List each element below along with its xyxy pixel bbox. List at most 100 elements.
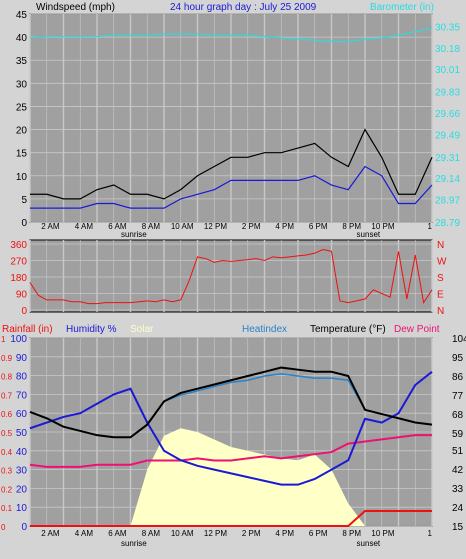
x-tick-label: 6 AM (108, 529, 127, 538)
wind-y-tick: 25 (16, 102, 28, 113)
x-tick-label: 12 PM (204, 529, 227, 538)
wind-direction-line (29, 248, 433, 305)
sunrise-label: sunrise (121, 539, 147, 548)
sunrise-label: sunrise (121, 230, 147, 239)
chart-title: 24 hour graph day : July 25 2009 (170, 2, 317, 13)
direction-y-tick: 360 (10, 240, 27, 251)
legend-temperature: Temperature (°F) (310, 324, 386, 335)
x-tick-label: 1 (428, 222, 433, 231)
windspeed-axis-label: Windspeed (mph) (36, 2, 115, 13)
humidity-y-tick: 30 (16, 466, 28, 477)
humidity-line (29, 371, 433, 486)
x-tick-label: 4 PM (275, 529, 294, 538)
temperature-y-tick: 59 (452, 429, 464, 440)
humidity-y-tick: 0 (21, 522, 27, 533)
x-tick-label: 10 PM (371, 529, 394, 538)
x-tick-label: 4 AM (75, 222, 94, 231)
wind-y-tick: 30 (16, 79, 28, 90)
barometer-y-tick: 30.01 (435, 65, 460, 76)
temperature-y-tick: 42 (452, 465, 464, 476)
barometer-y-tick: 30.35 (435, 23, 460, 34)
rainfall-y-tick: 0.5 (1, 429, 13, 438)
x-tick-label: 1 (428, 529, 433, 538)
compass-tick: S (437, 273, 444, 284)
humidity-y-tick: 80 (16, 372, 28, 383)
wind-y-tick: 35 (16, 56, 28, 67)
temperature-y-tick: 33 (452, 484, 464, 495)
temperature-x-axis-ticks: 2 AM 4 AM 6 AM 8 AM 10 AM 12 PM 2 PM 4 PM 6 PM 8 … (41, 529, 432, 548)
temperature-y-tick: 68 (452, 410, 464, 421)
wind-y-tick: 0 (21, 218, 27, 229)
barometer-y-axis-ticks: 28.79 28.97 29.14 29.31 29.49 29.66 29.83 30.01… (435, 23, 460, 229)
wind-y-tick: 15 (16, 149, 28, 160)
direction-y-tick: 270 (10, 257, 27, 268)
sunset-label: sunset (357, 230, 381, 239)
temperature-series (29, 366, 433, 527)
barometer-y-tick: 29.31 (435, 153, 460, 164)
rainfall-y-tick: 0.8 (1, 373, 13, 382)
x-tick-label: 2 PM (242, 529, 261, 538)
barometer-y-tick: 30.18 (435, 44, 460, 55)
wind-y-tick: 20 (16, 126, 28, 137)
legend-solar: Solar (130, 324, 154, 335)
x-tick-label: 8 PM (342, 222, 361, 231)
temperature-y-tick: 86 (452, 372, 464, 383)
x-tick-label: 6 PM (309, 222, 328, 231)
wind-average-line (30, 165, 433, 209)
x-tick-label: 10 AM (171, 222, 194, 231)
direction-series (29, 248, 433, 305)
x-tick-label: 8 PM (342, 529, 361, 538)
solar-area (30, 428, 432, 526)
wind-y-tick: 40 (16, 33, 28, 44)
barometer-y-tick: 29.66 (435, 109, 460, 120)
rainfall-line (30, 509, 432, 527)
rainfall-y-tick: 1 (1, 335, 6, 344)
wind-series (29, 27, 433, 209)
x-tick-label: 10 PM (371, 222, 394, 231)
temperature-y-tick: 15 (452, 522, 464, 533)
rainfall-y-tick: 0.6 (1, 410, 13, 419)
compass-tick: N (437, 240, 444, 251)
legend-dewpoint: Dew Point (394, 324, 440, 335)
humidity-y-tick: 90 (16, 353, 28, 364)
barometer-y-tick: 29.49 (435, 130, 460, 141)
compass-tick: W (437, 257, 447, 268)
humidity-y-tick: 100 (10, 334, 27, 345)
barometer-y-tick: 29.14 (435, 174, 460, 185)
dewpoint-line (29, 434, 432, 468)
direction-y-axis-ticks: 0 90 180 270 360 (10, 240, 27, 317)
wind-y-tick: 5 (21, 195, 27, 206)
x-tick-label: 2 AM (41, 529, 60, 538)
direction-y-tick: 180 (10, 273, 27, 284)
temperature-y-tick: 51 (452, 446, 464, 457)
rainfall-y-tick: 0 (1, 523, 6, 532)
temperature-line (29, 366, 433, 439)
x-tick-label: 8 AM (142, 529, 161, 538)
direction-panel-grid (29, 240, 433, 312)
rainfall-y-tick: 0.3 (1, 467, 13, 476)
x-tick-label: 6 PM (309, 529, 328, 538)
legend-heatindex: Heatindex (242, 324, 287, 335)
humidity-y-tick: 20 (16, 484, 28, 495)
wind-gust-line (30, 128, 433, 200)
temperature-y-axis-ticks: 15 24 33 42 51 59 68 77 86 95 104 (452, 334, 466, 533)
x-tick-label: 10 AM (171, 529, 194, 538)
barometer-y-tick: 29.83 (435, 88, 460, 99)
x-tick-label: 2 PM (242, 222, 261, 231)
barometer-y-tick: 28.79 (435, 218, 460, 229)
humidity-rainfall-y-axis-ticks: 0 0 0.1 100.2 200.3 300.4 400.5 500.6 600.7 700.8… (1, 334, 27, 533)
legend-rainfall: Rainfall (in) (2, 324, 53, 335)
wind-x-axis-ticks: 2 AM 4 AM 6 AM 8 AM 10 AM 12 PM 2 PM 4 PM 6 PM 8 … (41, 222, 432, 239)
humidity-y-tick: 40 (16, 447, 28, 458)
rainfall-y-tick: 0.9 (1, 354, 13, 363)
direction-y-tick: 0 (21, 306, 27, 317)
sunset-label: sunset (357, 539, 381, 548)
rainfall-y-tick: 0.2 (1, 485, 13, 494)
wind-y-tick: 10 (16, 172, 28, 183)
temperature-y-tick: 77 (452, 391, 464, 402)
humidity-y-tick: 50 (16, 428, 28, 439)
x-tick-label: 4 AM (75, 529, 94, 538)
humidity-y-tick: 60 (16, 409, 28, 420)
